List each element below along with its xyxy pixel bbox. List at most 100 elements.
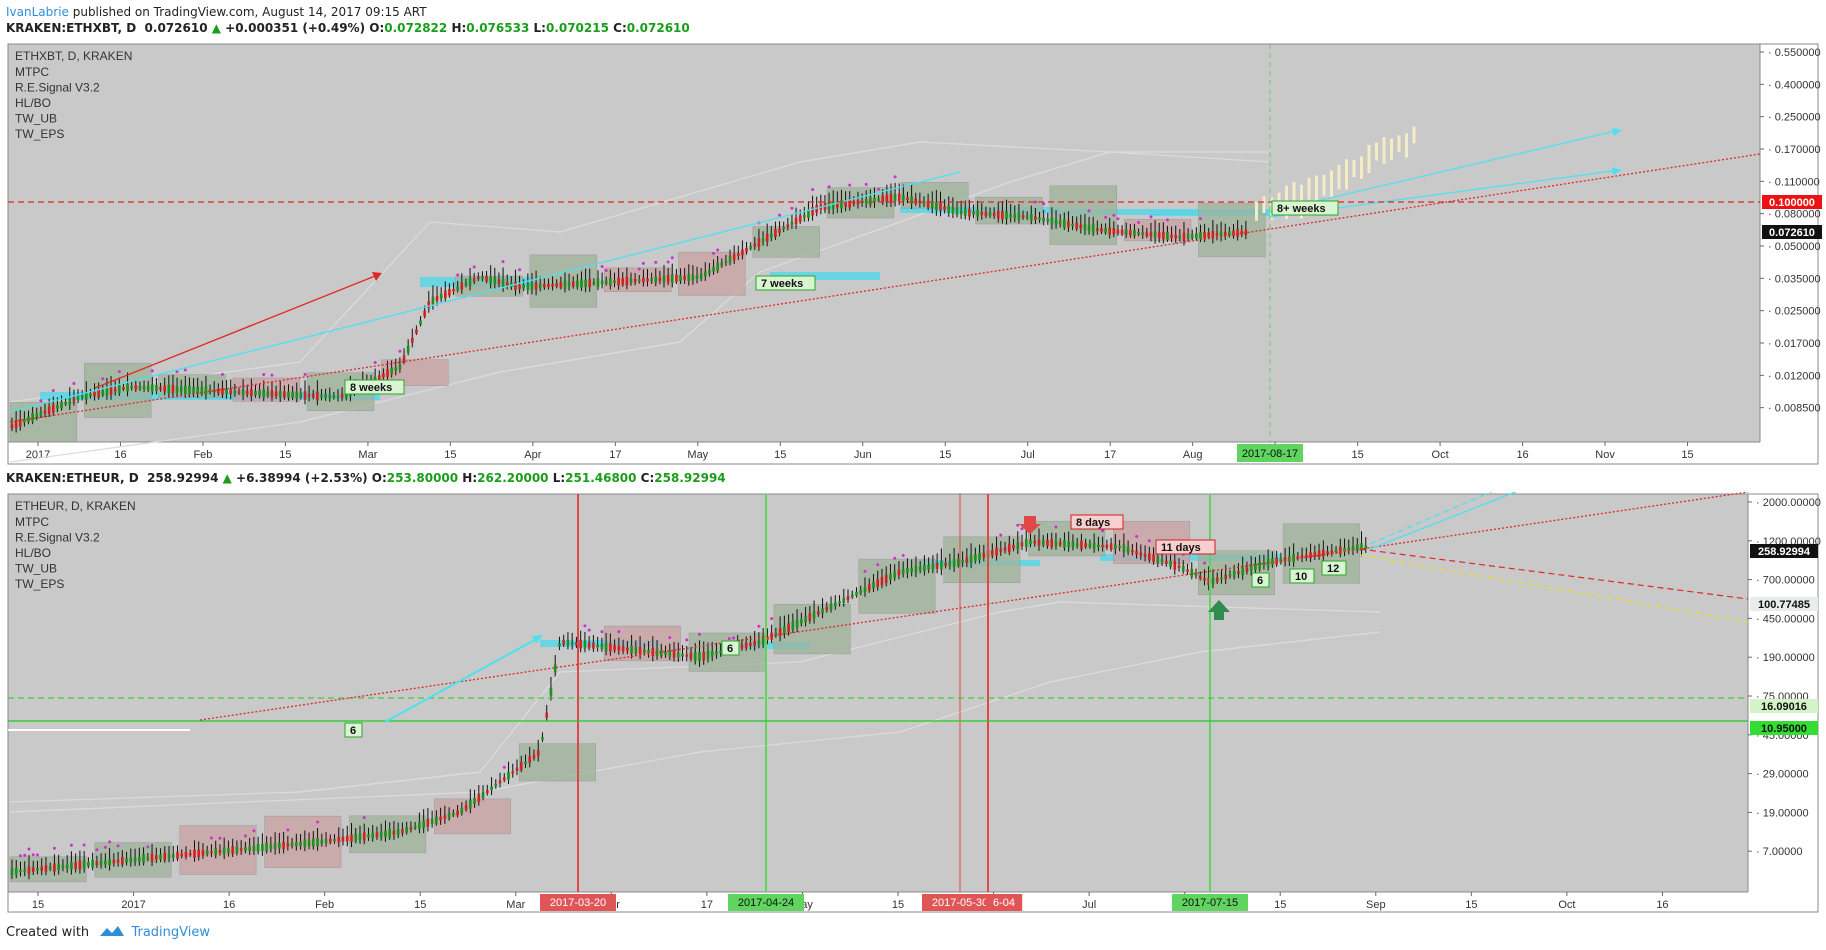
y-tick-label: · 0.400000 (1768, 79, 1821, 91)
candle-body (176, 851, 179, 860)
candle-body (812, 611, 816, 619)
candle-body (184, 385, 187, 394)
candle-body (159, 387, 162, 390)
signal-dot (654, 260, 658, 264)
candle-body (712, 266, 715, 272)
legend-indicator: TW_EPS (15, 127, 64, 141)
candle-body (1120, 229, 1124, 235)
published-text: published on TradingView.com, August 14,… (68, 5, 427, 19)
author-link[interactable]: IvanLabrie (6, 5, 69, 19)
candle-body (778, 628, 782, 636)
price-label: 10.95000 (1761, 723, 1807, 735)
signal-dot (670, 256, 674, 260)
candle-body (388, 828, 391, 838)
candle-body (551, 283, 554, 287)
candle-body (486, 789, 489, 794)
candle-body (159, 854, 162, 860)
signal-dot (373, 361, 377, 365)
candle-body (980, 211, 984, 216)
chart2[interactable]: ETHEUR, D, KRAKEN MTPC R.E.Signal V3.2HL/B… (0, 492, 1826, 916)
date-marker-bg (1237, 444, 1303, 462)
candle-body (643, 649, 646, 653)
signal-dot (456, 273, 460, 277)
candle-body (1249, 565, 1253, 571)
candle-body (57, 864, 60, 871)
candle-body (316, 837, 319, 847)
y-tick-label: · 0.025000 (1768, 306, 1821, 318)
candle-body (534, 282, 538, 290)
band-lower (9, 631, 1381, 813)
candle-body (575, 642, 578, 646)
candle-body (720, 262, 724, 266)
candle-body (1003, 547, 1007, 551)
date-marker-label: 2017-08-17 (1242, 448, 1298, 460)
candle-body (1338, 546, 1342, 555)
candle-body (992, 212, 996, 217)
band-upper (9, 601, 1381, 803)
candle-body (1186, 234, 1190, 239)
candle-body (282, 841, 285, 850)
candle-body (689, 653, 693, 659)
candle-body (1054, 219, 1058, 225)
candle-body (1232, 570, 1236, 578)
signal-dot (51, 389, 55, 393)
annotation-box (1251, 572, 1270, 588)
candle-body (948, 561, 952, 566)
chart1[interactable]: ETHXBT, D, KRAKEN MTPC R.E.Signal V3.2HL/B… (0, 42, 1826, 468)
tradingview-link[interactable]: TradingView (131, 925, 210, 940)
trend-arrow-cyan (384, 636, 541, 723)
signal-dot (617, 630, 621, 634)
candle-body (753, 243, 757, 247)
candle-body (155, 385, 158, 392)
signal-dot (31, 853, 35, 857)
price-label: 100.77485 (1758, 599, 1810, 611)
candle-body (489, 276, 492, 284)
candle-body (373, 376, 377, 383)
candle-body (846, 596, 850, 600)
candle-body (1025, 215, 1029, 219)
chart1-high: 0.076533 (466, 21, 530, 35)
chart2-symbol: KRAKEN:ETHEUR, D (6, 471, 139, 485)
candle-body (852, 200, 856, 205)
candle-body (1116, 229, 1120, 234)
candle-body (396, 829, 400, 836)
candle-body (278, 843, 281, 849)
candle-body (460, 807, 464, 814)
candle-body (1351, 546, 1355, 551)
signal-dot (270, 373, 274, 377)
candle-body (1232, 230, 1235, 236)
trend-line-cyan (9, 171, 961, 413)
candle-body (536, 750, 540, 757)
candle-body (336, 395, 340, 398)
candle-body (1001, 210, 1004, 220)
candle-body (201, 850, 205, 856)
date-marker-bg (985, 894, 1023, 911)
candle-body (222, 847, 226, 855)
annotation-box (344, 379, 405, 395)
candle-body (204, 386, 208, 396)
candle-body (968, 208, 971, 217)
candle-body (171, 384, 175, 394)
candle-body (587, 641, 591, 649)
candle-body (448, 289, 451, 296)
candle-body (227, 848, 230, 853)
x-tick-label: Feb (315, 899, 334, 911)
legend-name: ETHXBT, D, KRAKEN (15, 49, 132, 63)
candle-body (419, 320, 422, 325)
candle-body (208, 389, 212, 393)
candle-body (27, 416, 30, 422)
candle-body (609, 643, 612, 652)
annotation-label: 6 (727, 643, 733, 655)
candle-body (592, 642, 595, 649)
candle-body (675, 274, 678, 282)
projection-bar (1367, 144, 1371, 173)
candle-body (72, 396, 76, 403)
down-arrow-icon (1019, 516, 1041, 534)
x-tick-label: 17 (609, 449, 621, 461)
candle-body (328, 394, 332, 399)
candle-body (324, 394, 327, 399)
candle-body (1149, 232, 1153, 237)
candle-body (706, 650, 710, 660)
candle-body (562, 639, 565, 645)
signal-dot (183, 368, 187, 372)
